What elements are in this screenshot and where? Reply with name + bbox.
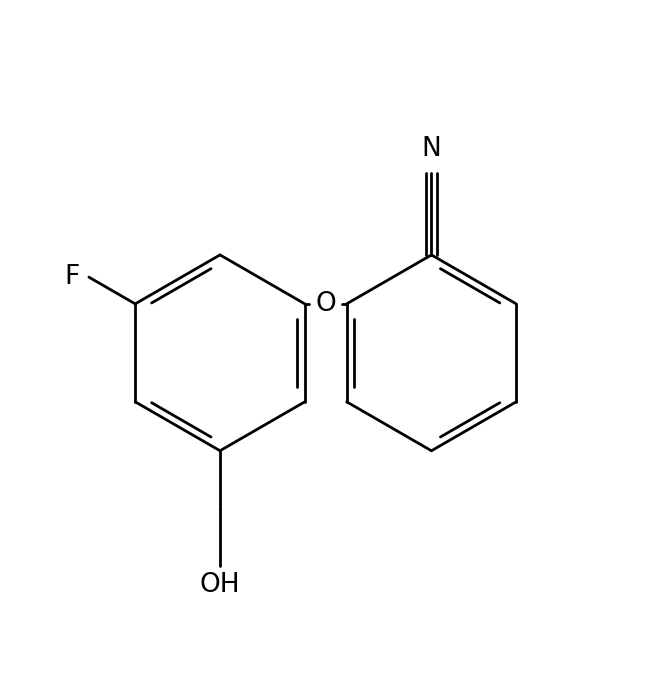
Text: OH: OH xyxy=(200,573,241,598)
Text: F: F xyxy=(65,264,80,290)
Text: O: O xyxy=(316,291,336,317)
Text: N: N xyxy=(421,136,442,162)
